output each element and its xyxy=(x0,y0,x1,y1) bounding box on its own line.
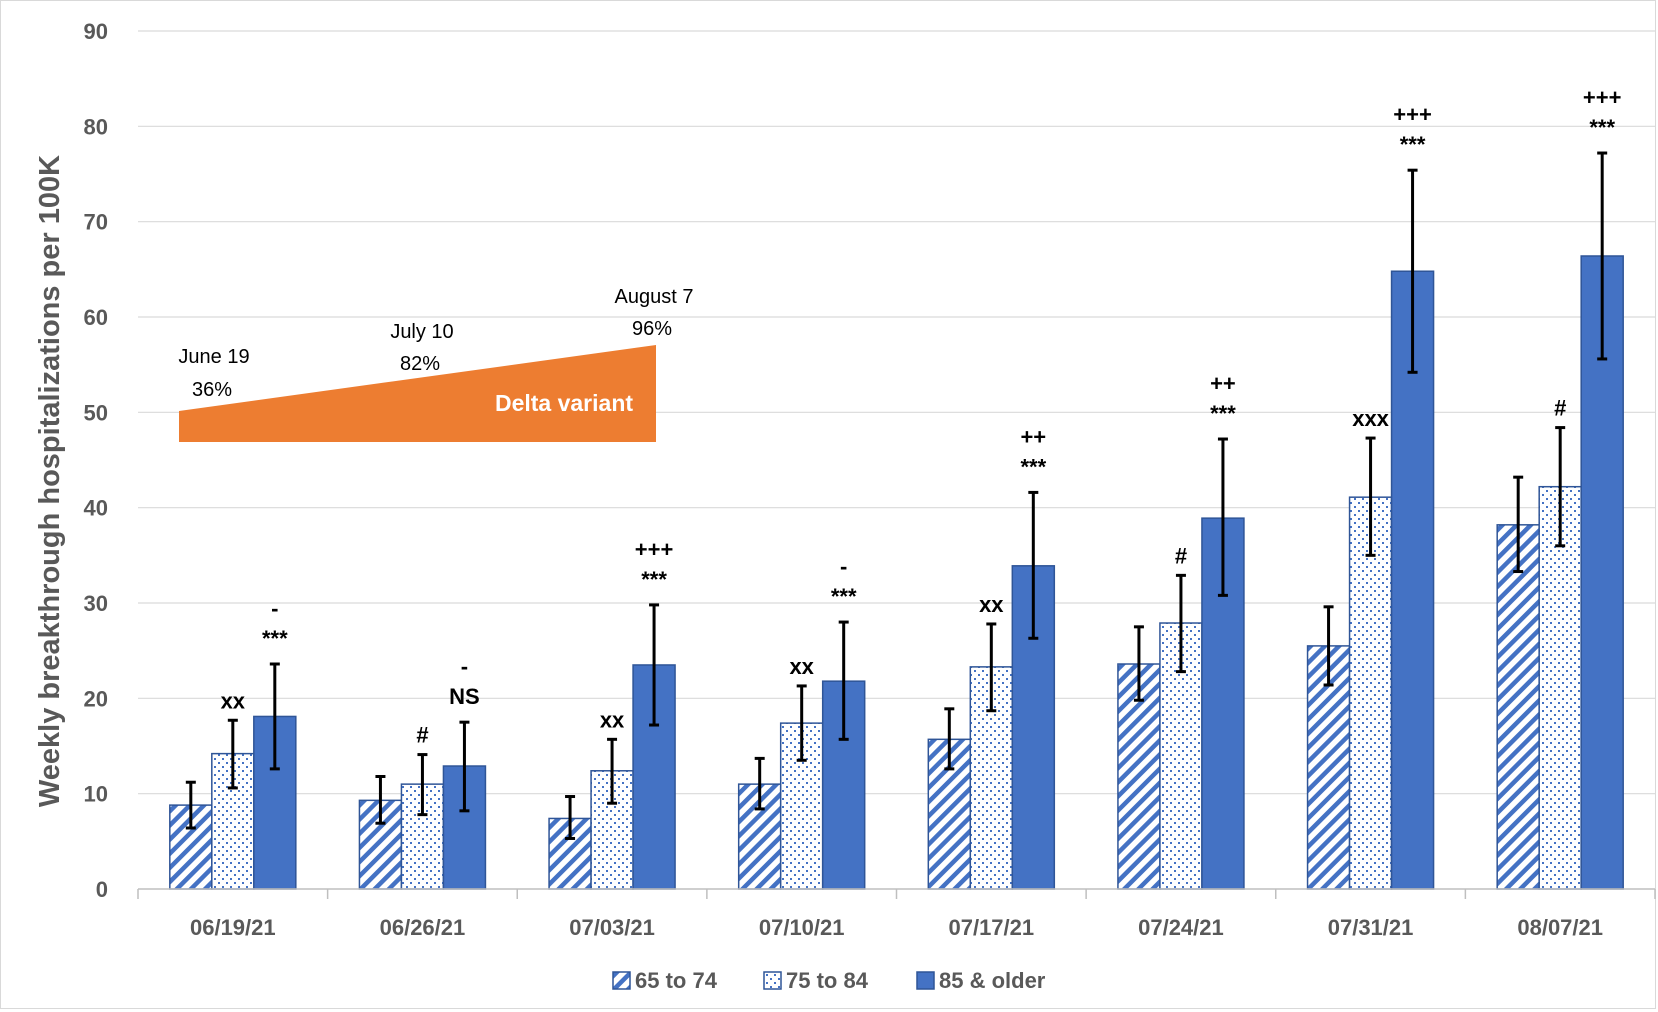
y-tick-label: 30 xyxy=(84,591,108,616)
significance-mid: xxx xyxy=(1352,406,1389,431)
significance-mid: # xyxy=(1175,543,1187,568)
significance-top: - xyxy=(271,596,278,621)
significance-top: ++ xyxy=(1020,424,1046,449)
significance-top: +++ xyxy=(1583,85,1622,110)
delta-pct-june-19: 36% xyxy=(192,379,232,401)
significance-mid: xx xyxy=(221,688,246,713)
significance-top: *** xyxy=(831,584,857,609)
delta-date-july-10: July 10 xyxy=(390,321,453,343)
significance-top: *** xyxy=(1400,132,1426,157)
significance-top: +++ xyxy=(1393,102,1432,127)
y-tick-label: 60 xyxy=(84,305,108,330)
y-tick-label: 40 xyxy=(84,496,108,521)
significance-top: *** xyxy=(1210,401,1236,426)
delta-date-august-7: August 7 xyxy=(615,286,694,308)
x-tick-label: 07/31/21 xyxy=(1328,915,1414,940)
legend-swatch xyxy=(763,971,782,990)
y-tick-label: 50 xyxy=(84,400,108,425)
significance-top: *** xyxy=(641,567,667,592)
delta-variant-label: Delta variant xyxy=(495,390,633,416)
significance-top: - xyxy=(840,554,847,579)
bars xyxy=(169,255,1624,890)
y-tick-label: 20 xyxy=(84,686,108,711)
significance-mid: # xyxy=(416,723,428,748)
bar-85-older xyxy=(1580,255,1624,890)
y-tick-label: 10 xyxy=(84,782,108,807)
y-axis-title: Weekly breakthrough hospitalizations per… xyxy=(34,155,66,807)
delta-variant-annotation: Delta variant June 19 36% July 10 82% Au… xyxy=(178,286,693,442)
y-tick-label: 70 xyxy=(84,210,108,235)
x-tick-label: 07/17/21 xyxy=(948,915,1034,940)
delta-variant-wedge xyxy=(179,345,656,442)
x-tick-label: 06/19/21 xyxy=(190,915,276,940)
legend-label: 65 to 74 xyxy=(635,968,718,993)
significance-top: ++ xyxy=(1210,371,1236,396)
significance-markers: xx *** - # NS - xx *** +++ xx *** - xx *** ++ # *** ++ xxx… xyxy=(221,85,1622,748)
y-tick-label: 80 xyxy=(84,114,108,139)
legend: 65 to 74 75 to 84 85 & older xyxy=(612,968,1046,993)
significance-top: - xyxy=(461,654,468,679)
x-axis-ticks: 06/19/21 06/26/21 07/03/21 07/10/21 07/17/21… xyxy=(137,889,1656,940)
significance-top: NS xyxy=(449,684,480,709)
x-tick-label: 06/26/21 xyxy=(380,915,466,940)
significance-mid: xx xyxy=(600,707,625,732)
delta-pct-july-10: 82% xyxy=(400,353,440,375)
bar-75-to-84 xyxy=(1538,485,1582,890)
legend-label: 75 to 84 xyxy=(786,968,869,993)
significance-mid: xx xyxy=(979,592,1004,617)
x-tick-label: 07/24/21 xyxy=(1138,915,1224,940)
significance-mid: xx xyxy=(789,654,814,679)
x-tick-label: 08/07/21 xyxy=(1517,915,1603,940)
legend-swatch xyxy=(612,971,631,990)
x-tick-label: 07/10/21 xyxy=(759,915,845,940)
delta-date-june-19: June 19 xyxy=(178,346,249,368)
significance-top: *** xyxy=(262,626,288,651)
x-tick-label: 07/03/21 xyxy=(569,915,655,940)
y-tick-label: 90 xyxy=(84,19,108,44)
significance-top: *** xyxy=(1589,115,1615,140)
y-axis-ticks: 0 10 20 30 40 50 60 70 80 90 xyxy=(84,19,108,902)
error-bars xyxy=(185,151,1608,840)
y-tick-label: 0 xyxy=(96,877,108,902)
bar-65-to-74 xyxy=(1496,524,1540,890)
significance-mid: # xyxy=(1554,396,1566,421)
legend-label: 85 & older xyxy=(939,968,1046,993)
legend-swatch xyxy=(916,971,935,990)
significance-top: +++ xyxy=(635,537,674,562)
significance-top: *** xyxy=(1020,454,1046,479)
delta-pct-august-7: 96% xyxy=(632,318,672,340)
